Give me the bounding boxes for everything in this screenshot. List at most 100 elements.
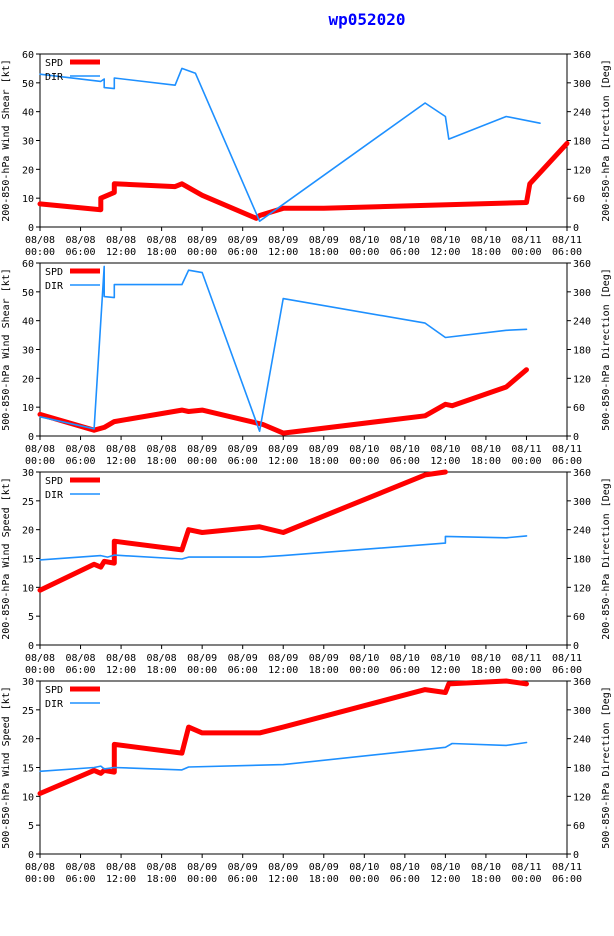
right-y-tick-label: 300 [573,706,591,717]
left-y-tick-label: 20 [22,374,34,385]
left-y-tick-label: 0 [28,432,34,443]
x-tick-date-label: 08/08 [65,862,95,873]
right-y-tick-label: 300 [573,288,591,299]
right-y-tick-label: 120 [573,583,591,594]
x-tick-time-label: 06:00 [65,665,95,676]
x-tick-time-label: 06:00 [390,874,420,885]
x-tick-time-label: 12:00 [268,247,298,258]
x-tick-date-label: 08/10 [430,862,460,873]
x-tick-time-label: 00:00 [25,665,55,676]
x-tick-date-label: 08/10 [349,862,379,873]
right-axis-title: 500-850-hPa Direction [Deg] [601,686,612,849]
left-y-tick-label: 30 [22,468,34,479]
left-y-tick-label: 60 [22,259,34,270]
x-tick-time-label: 06:00 [552,247,582,258]
x-tick-time-label: 00:00 [187,665,217,676]
x-tick-date-label: 08/09 [309,653,339,664]
right-y-tick-label: 300 [573,79,591,90]
left-y-tick-label: 10 [22,792,34,803]
x-tick-date-label: 08/09 [228,444,258,455]
x-tick-time-label: 18:00 [147,665,177,676]
left-y-tick-label: 20 [22,735,34,746]
x-tick-date-label: 08/09 [187,444,217,455]
left-y-tick-label: 40 [22,108,34,119]
right-y-tick-label: 360 [573,259,591,270]
x-tick-date-label: 08/08 [25,862,55,873]
x-tick-time-label: 06:00 [390,247,420,258]
x-tick-date-label: 08/10 [471,862,501,873]
x-tick-time-label: 00:00 [187,247,217,258]
legend-dir-label: DIR [45,72,64,83]
left-axis-title: 200-850-hPa Wind Shear [kt] [1,59,12,222]
dir-series-line [39,535,528,561]
x-tick-date-label: 08/10 [471,653,501,664]
x-tick-date-label: 08/10 [471,235,501,246]
x-tick-time-label: 06:00 [228,456,258,467]
x-tick-date-label: 08/08 [65,235,95,246]
x-tick-time-label: 06:00 [65,456,95,467]
x-tick-time-label: 12:00 [430,247,460,258]
x-tick-date-label: 08/10 [471,444,501,455]
left-y-tick-label: 30 [22,137,34,148]
x-tick-date-label: 08/08 [106,653,136,664]
chart-panel-4: 05101520253006012018024030036008/0800:00… [1,677,612,885]
left-y-tick-label: 10 [22,194,34,205]
x-tick-date-label: 08/08 [25,444,55,455]
x-tick-time-label: 18:00 [147,247,177,258]
x-tick-time-label: 00:00 [349,247,379,258]
x-tick-time-label: 00:00 [25,456,55,467]
right-y-tick-label: 360 [573,468,591,479]
x-tick-date-label: 08/08 [147,862,177,873]
x-tick-time-label: 12:00 [430,874,460,885]
x-tick-date-label: 08/09 [187,235,217,246]
x-tick-date-label: 08/09 [309,444,339,455]
x-tick-date-label: 08/10 [349,653,379,664]
x-tick-date-label: 08/09 [228,653,258,664]
x-tick-date-label: 08/10 [390,653,420,664]
right-y-tick-label: 0 [573,850,579,861]
right-y-tick-label: 0 [573,432,579,443]
legend-dir-label: DIR [45,281,64,292]
left-y-tick-label: 50 [22,288,34,299]
x-tick-date-label: 08/08 [25,235,55,246]
left-y-tick-label: 25 [22,497,34,508]
left-axis-title: 500-850-hPa Wind Shear [kt] [1,268,12,431]
x-tick-time-label: 12:00 [106,665,136,676]
right-y-tick-label: 120 [573,165,591,176]
x-tick-date-label: 08/11 [511,235,541,246]
x-tick-time-label: 18:00 [147,456,177,467]
left-y-tick-label: 20 [22,165,34,176]
x-tick-time-label: 12:00 [106,456,136,467]
spd-series-line [37,678,529,796]
x-tick-time-label: 06:00 [228,247,258,258]
dir-series-line [39,741,528,773]
x-tick-time-label: 00:00 [187,874,217,885]
x-tick-date-label: 08/08 [147,653,177,664]
right-y-tick-label: 180 [573,555,591,566]
x-tick-date-label: 08/08 [106,862,136,873]
x-tick-date-label: 08/11 [511,862,541,873]
right-y-tick-label: 60 [573,821,585,832]
x-tick-date-label: 08/09 [228,862,258,873]
x-tick-time-label: 12:00 [268,874,298,885]
legend-dir-label: DIR [45,699,64,710]
left-y-tick-label: 30 [22,677,34,688]
x-tick-date-label: 08/09 [268,444,298,455]
left-axis-title: 500-850-hPa Wind Speed [kt] [1,686,12,849]
x-tick-date-label: 08/10 [349,444,379,455]
left-y-tick-label: 30 [22,346,34,357]
plot-frame [39,471,568,646]
x-tick-time-label: 18:00 [471,456,501,467]
x-tick-date-label: 08/08 [106,444,136,455]
x-tick-date-label: 08/09 [228,235,258,246]
x-tick-date-label: 08/11 [552,653,582,664]
right-axis-title: 500-850-hPa Direction [Deg] [601,268,612,431]
x-tick-time-label: 00:00 [349,874,379,885]
x-tick-date-label: 08/09 [268,235,298,246]
legend-spd-label: SPD [45,685,63,696]
x-tick-time-label: 06:00 [552,665,582,676]
dir-series-line [39,265,528,433]
x-tick-date-label: 08/11 [552,235,582,246]
left-axis-title: 200-850-hPa Wind Speed [kt] [1,477,12,640]
